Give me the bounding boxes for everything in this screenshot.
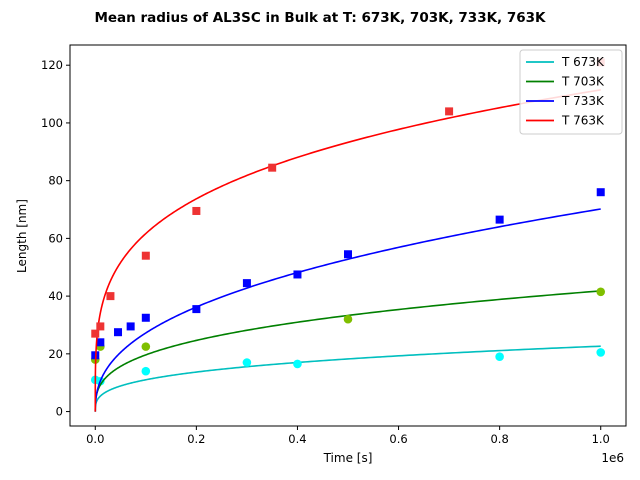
data-point	[495, 352, 504, 362]
x-tick-label: 0.2	[187, 432, 205, 446]
x-tick-label: 0.6	[389, 432, 407, 446]
x-tick-label: 0.0	[86, 432, 104, 446]
legend-entry: T 733K	[561, 94, 605, 108]
x-tick-label: 0.8	[490, 432, 508, 446]
data-point	[343, 314, 353, 324]
data-point	[596, 287, 606, 297]
data-point	[495, 215, 504, 224]
data-point	[268, 163, 277, 172]
x-axis-label: Time [s]	[323, 451, 373, 465]
series-line-0	[94, 345, 601, 412]
y-axis-label: Length [nm]	[15, 199, 29, 273]
legend-box	[519, 49, 623, 135]
y-tick-label: 0	[56, 405, 63, 419]
x-axis-offset-label: 1e6	[601, 451, 624, 465]
data-point	[596, 188, 605, 197]
legend-entry: T 673K	[561, 55, 605, 69]
x-tick-label: 0.4	[288, 432, 306, 446]
data-point	[293, 359, 302, 369]
data-point	[242, 358, 252, 367]
data-point	[192, 305, 201, 314]
series-line-1	[94, 290, 601, 412]
data-point	[126, 322, 135, 331]
legend-entry: T 703K	[561, 75, 605, 89]
series-line-2	[94, 208, 601, 412]
legend-entry: T 763K	[561, 114, 605, 128]
data-point	[91, 329, 100, 338]
data-point	[106, 292, 115, 301]
data-point	[141, 342, 151, 351]
data-point	[141, 366, 151, 376]
data-point	[344, 250, 352, 259]
y-tick-label: 100	[41, 116, 63, 130]
data-point	[96, 322, 105, 331]
y-tick-label: 80	[48, 174, 63, 188]
data-point	[242, 279, 251, 288]
y-tick-label: 40	[48, 289, 63, 303]
data-point	[141, 251, 150, 260]
plot-frame	[69, 44, 627, 427]
data-point	[192, 206, 201, 215]
data-point	[141, 313, 150, 322]
plot-area	[90, 58, 606, 412]
chart-title: Mean radius of AL3SC in Bulk at T: 673K,…	[94, 10, 546, 26]
data-point	[445, 107, 454, 116]
data-point	[96, 338, 105, 347]
y-tick-label: 20	[48, 347, 63, 361]
data-point	[114, 328, 123, 337]
legend: T 673K T 703K T 733K T 763K	[519, 49, 623, 135]
y-tick-label: 120	[41, 58, 63, 72]
data-point	[596, 348, 606, 357]
y-axis: 0 20 40 60 80 100 120	[41, 58, 70, 419]
data-point	[293, 270, 302, 279]
x-axis: 0.0 0.2 0.4 0.6 0.8 1.0	[86, 426, 610, 446]
x-tick-label: 1.0	[592, 432, 610, 446]
y-tick-label: 60	[48, 231, 63, 245]
